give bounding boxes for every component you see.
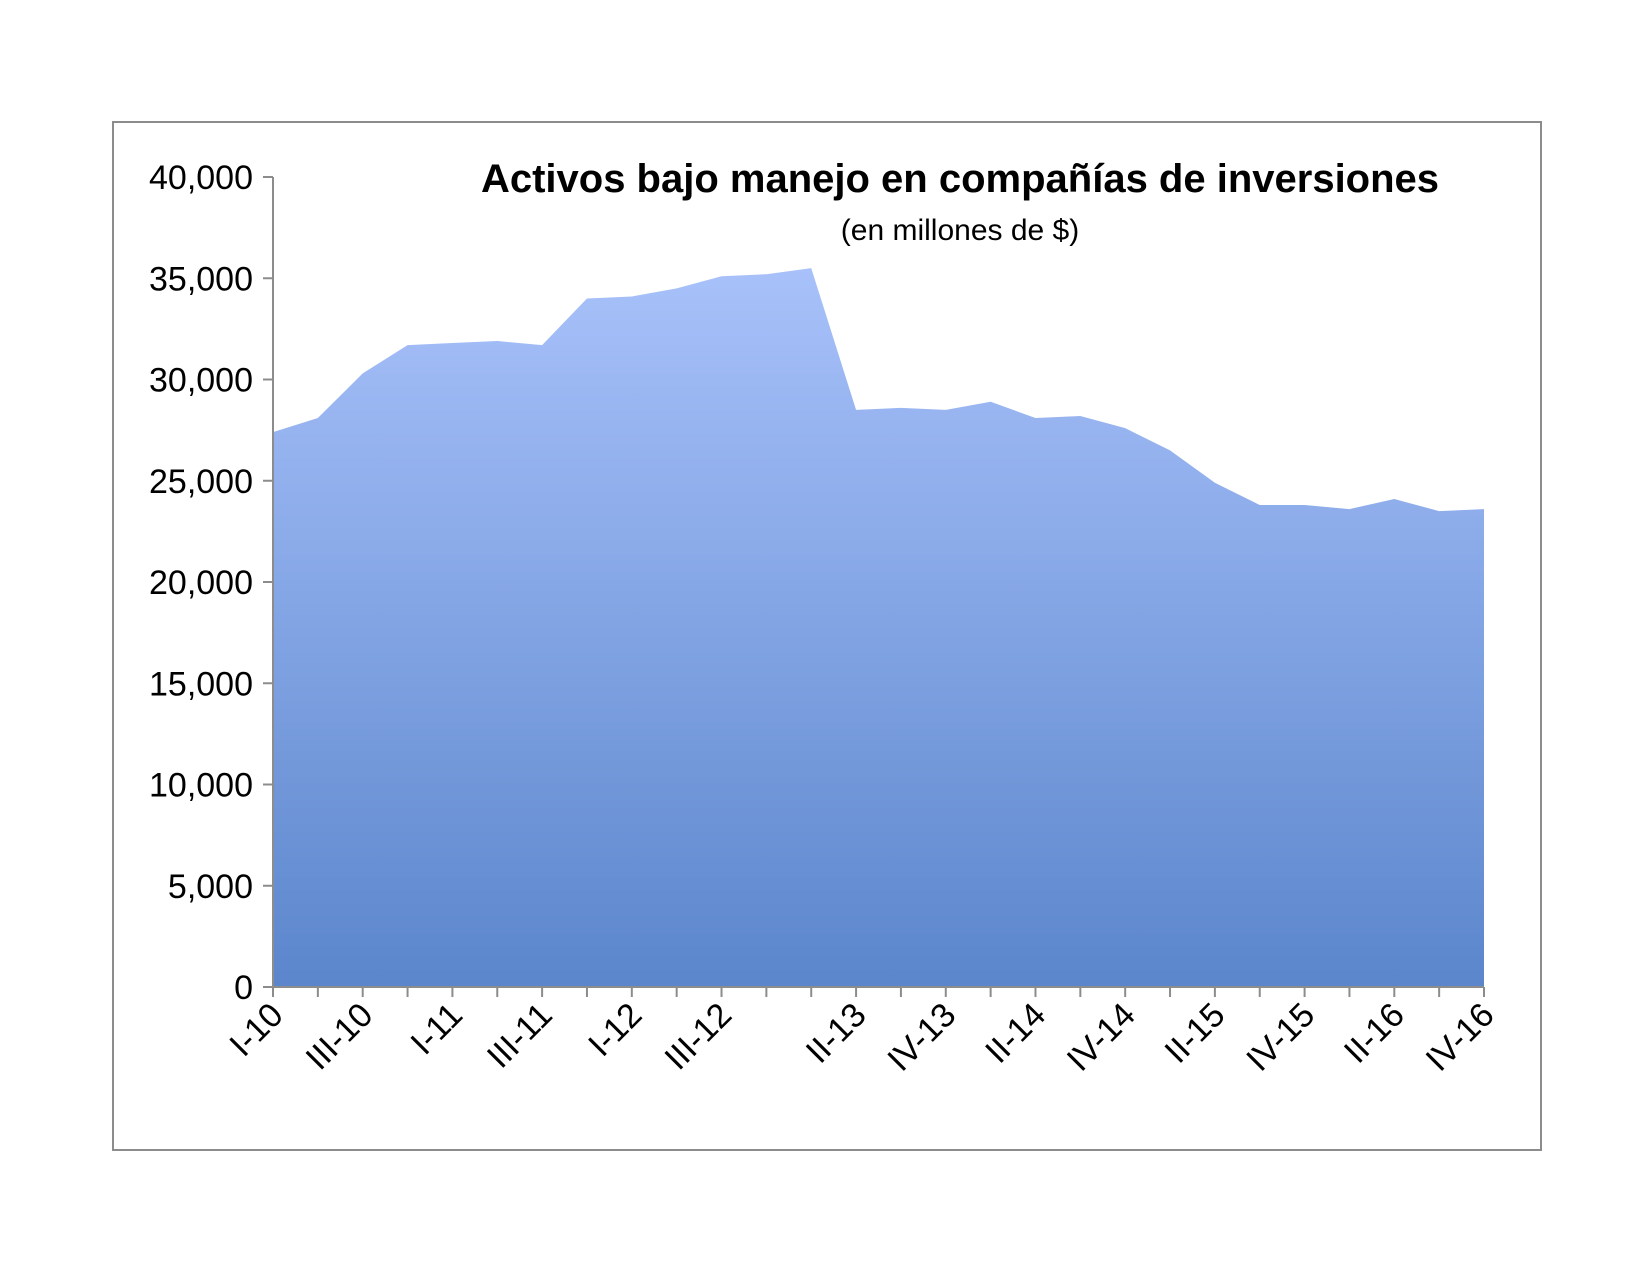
series-area: [273, 268, 1484, 987]
y-axis-ticks: 0 5,000 10,000 15,000 20,000 25,000 30,000 35,0…: [149, 159, 273, 1007]
x-tick-label: II-16: [1337, 996, 1412, 1071]
x-tick-label: III-11: [480, 996, 560, 1076]
y-tick-label: 25,000: [149, 463, 253, 501]
x-tick-label: I-12: [581, 996, 649, 1064]
x-tick-label: I-10: [222, 996, 290, 1064]
y-tick-label: 10,000: [149, 767, 253, 805]
chart-subtitle: (en millones de $): [841, 214, 1079, 247]
x-tick-label: IV-13: [880, 996, 963, 1079]
y-tick-label: 15,000: [149, 665, 253, 703]
x-tick-label: II-13: [799, 996, 874, 1071]
x-tick-label: IV-14: [1060, 996, 1143, 1079]
x-tick-label: II-14: [978, 996, 1053, 1071]
y-tick-label: 0: [234, 969, 253, 1007]
chart-title: Activos bajo manejo en compañías de inve…: [481, 157, 1439, 201]
y-tick-label: 40,000: [149, 159, 253, 197]
x-tick-label: III-10: [299, 996, 381, 1078]
x-axis-ticks: I-10 III-10 I-11 III-11 I-12 III-12 II-13 IV-13…: [222, 987, 1502, 1079]
y-tick-label: 35,000: [149, 260, 253, 298]
area-layer: [273, 268, 1484, 987]
y-tick-label: 20,000: [149, 564, 253, 602]
x-tick-label: I-11: [404, 996, 471, 1063]
y-tick-label: 30,000: [149, 362, 253, 400]
x-tick-label: IV-16: [1419, 996, 1502, 1079]
x-tick-label: III-12: [658, 996, 740, 1078]
x-tick-label: II-15: [1158, 996, 1233, 1071]
y-tick-label: 5,000: [168, 868, 253, 906]
x-tick-label: IV-15: [1239, 996, 1322, 1079]
